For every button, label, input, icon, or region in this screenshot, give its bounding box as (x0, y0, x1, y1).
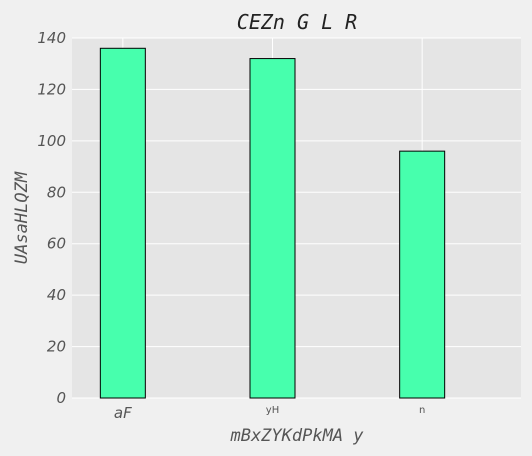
y-tick-label: 0 (56, 389, 66, 407)
y-tick-label: 120 (37, 80, 66, 98)
bar-layer (99, 47, 446, 399)
y-tick-label: 20 (47, 338, 66, 356)
x-axis-ticks: aF yH n (114, 404, 425, 422)
y-axis-ticks: 0 20 40 60 80 100 120 140 (37, 29, 66, 407)
y-tick-label: 100 (37, 132, 66, 150)
bar-yH (249, 58, 296, 399)
y-tick-label: 140 (37, 29, 66, 47)
x-tick-label: yH (266, 405, 279, 416)
x-tick-label: aF (114, 404, 132, 422)
bar-n (399, 150, 446, 399)
y-tick-label: 80 (47, 183, 66, 201)
y-tick-label: 40 (47, 286, 66, 304)
x-tick-label: n (419, 405, 425, 416)
bar-aF (99, 47, 146, 399)
chart-title: CEZn G L R (237, 10, 357, 34)
plot-area (72, 38, 521, 398)
y-axis-label: UAsaHLQZM (12, 171, 32, 264)
y-tick-label: 60 (47, 235, 66, 253)
x-axis-label: mBxZYKdPkMA y (229, 426, 364, 446)
